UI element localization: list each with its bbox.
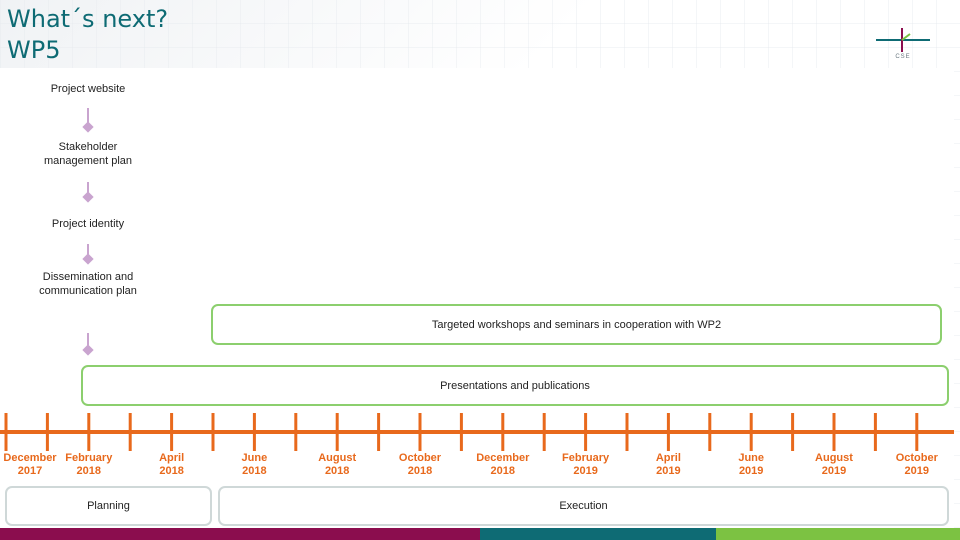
- arrow-down-icon: [82, 182, 94, 204]
- step-stakeholder-management-plan: Stakeholder management plan: [43, 141, 133, 167]
- timeline-date-label: August 2018: [318, 452, 357, 477]
- phase-execution-label: Execution: [559, 500, 608, 512]
- timeline-date-label: April 2019: [655, 452, 681, 477]
- timeline-axis: [0, 413, 954, 451]
- timeline-date-label: February 2018: [65, 452, 113, 477]
- timeline-date-label: October 2018: [398, 452, 442, 477]
- phase-planning-label: Planning: [87, 500, 130, 512]
- activity-workshops-box: Targeted workshops and seminars in coope…: [211, 304, 942, 345]
- footer-bar-purple: [0, 528, 480, 540]
- timeline-date-label: February 2019: [562, 452, 610, 477]
- organization-logo: CSE: [874, 26, 932, 66]
- diagram-panel: Project website Stakeholder management p…: [0, 68, 954, 528]
- slide-title-text: What´s next?: [7, 5, 169, 33]
- phase-planning-box: Planning: [5, 486, 212, 526]
- activity-presentations-box: Presentations and publications: [81, 365, 949, 406]
- step-project-website: Project website: [50, 83, 126, 95]
- footer-bar-green: [716, 528, 960, 540]
- timeline-date-label: June 2018: [241, 452, 268, 477]
- activity-workshops-label: Targeted workshops and seminars in coope…: [431, 318, 722, 331]
- slide-subtitle-text: WP5: [7, 36, 61, 64]
- arrow-down-icon: [82, 244, 94, 266]
- activity-presentations-label: Presentations and publications: [440, 379, 590, 392]
- timeline-date-label: June 2019: [738, 452, 765, 477]
- phase-execution-box: Execution: [218, 486, 949, 526]
- step-dissemination-communication-plan: Dissemination and communication plan: [39, 271, 137, 297]
- logo-text: CSE: [895, 54, 911, 60]
- timeline-date-label: August 2019: [815, 452, 853, 477]
- arrow-down-icon: [82, 108, 94, 133]
- step-project-identity: Project identity: [51, 218, 125, 230]
- arrow-down-icon: [82, 333, 94, 357]
- timeline-date-label: December 2018: [476, 452, 530, 477]
- slide-title: What´s next? WP5: [7, 4, 168, 66]
- footer-bar-teal: [480, 528, 716, 540]
- timeline-date-label: October 2019: [895, 452, 938, 477]
- timeline-date-label: April 2018: [159, 452, 185, 477]
- logo-cross-icon: [876, 28, 930, 52]
- timeline-date-label: December 2017: [3, 452, 57, 477]
